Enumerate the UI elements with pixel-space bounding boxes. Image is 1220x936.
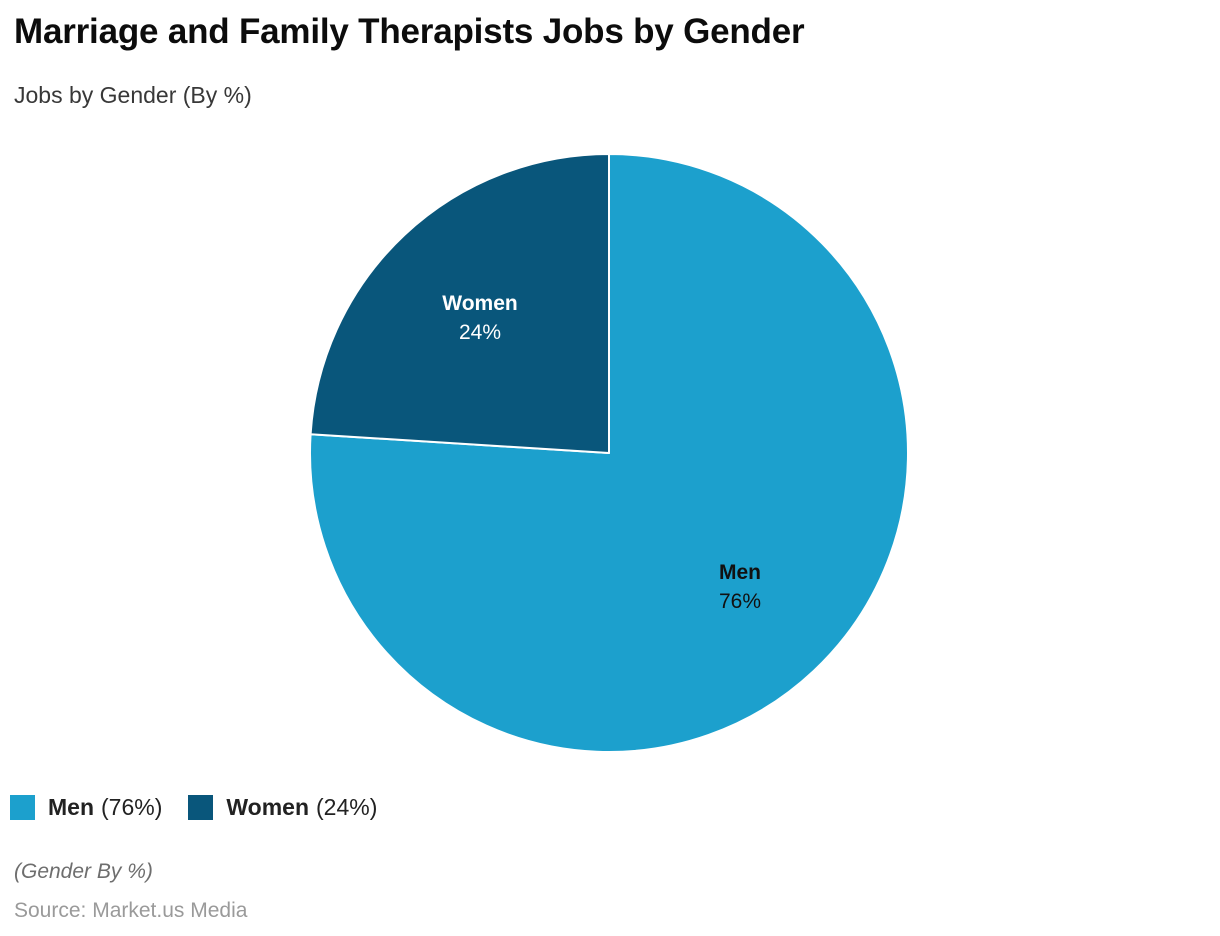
- legend-label-women: Women: [226, 794, 309, 820]
- chart-note: (Gender By %): [14, 860, 153, 883]
- pie-slice-women: [310, 154, 610, 454]
- legend-swatch-men: [10, 795, 35, 820]
- chart-title: Marriage and Family Therapists Jobs by G…: [14, 12, 805, 51]
- legend-pct-women: (24%): [316, 794, 378, 820]
- legend: Men (76%) Women (24%): [10, 794, 377, 821]
- legend-item-men: Men (76%): [10, 794, 162, 821]
- legend-pct-men: (76%): [101, 794, 163, 820]
- chart-subtitle: Jobs by Gender (By %): [14, 82, 252, 108]
- legend-label-men: Men: [48, 794, 94, 820]
- pie-svg: [310, 154, 908, 752]
- legend-swatch-women: [188, 795, 214, 820]
- legend-item-women: Women (24%): [188, 794, 377, 821]
- chart-source: Source: Market.us Media: [14, 899, 248, 922]
- pie-chart: Women 24% Men 76%: [310, 154, 908, 752]
